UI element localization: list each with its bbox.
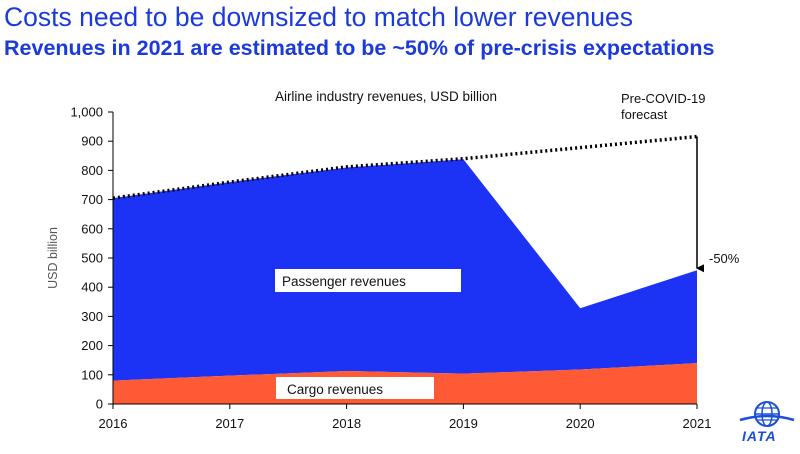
y-tick-label: 0 bbox=[96, 397, 103, 412]
x-tick-label: 2020 bbox=[566, 416, 595, 431]
iata-globe-icon bbox=[739, 401, 795, 427]
page-subtitle: Revenues in 2021 are estimated to be ~50… bbox=[4, 36, 715, 60]
x-tick-label: 2019 bbox=[449, 416, 478, 431]
y-tick-label: 900 bbox=[81, 134, 103, 149]
cargo-label-box bbox=[276, 377, 434, 399]
x-tick-label: 2021 bbox=[683, 416, 712, 431]
chart-title: Airline industry revenues, USD billion bbox=[275, 89, 497, 104]
y-tick-label: 700 bbox=[81, 192, 103, 207]
y-tick-label: 600 bbox=[81, 221, 103, 236]
page-title: Costs need to be downsized to match lowe… bbox=[4, 2, 633, 32]
decline-annotation-label: -50% bbox=[709, 251, 740, 266]
y-tick-label: 200 bbox=[81, 338, 103, 353]
iata-logo-text: IATA bbox=[742, 428, 777, 444]
y-tick-label: 800 bbox=[81, 163, 103, 178]
forecast-label: Pre-COVID-19 bbox=[621, 91, 706, 106]
y-tick-label: 400 bbox=[81, 280, 103, 295]
y-axis-label: USD billion bbox=[46, 227, 60, 289]
y-tick-label: 500 bbox=[81, 251, 103, 266]
y-tick-label: 300 bbox=[81, 309, 103, 324]
cargo-revenues-label: Cargo revenues bbox=[287, 382, 383, 397]
y-tick-label: 1,000 bbox=[70, 105, 103, 120]
x-tick-label: 2018 bbox=[332, 416, 361, 431]
forecast-label: forecast bbox=[621, 107, 668, 122]
passenger-label-box bbox=[275, 269, 461, 292]
x-tick-label: 2017 bbox=[215, 416, 244, 431]
y-tick-label: 100 bbox=[81, 367, 103, 382]
passenger-revenues-label: Passenger revenues bbox=[282, 274, 406, 289]
x-tick-label: 2016 bbox=[99, 416, 128, 431]
